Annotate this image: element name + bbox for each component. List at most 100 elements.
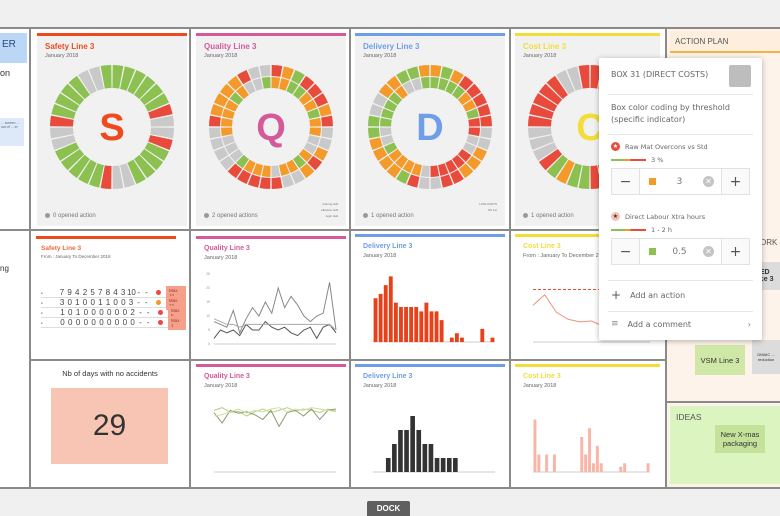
day-segment[interactable] [321,115,333,127]
day-segment[interactable] [590,165,602,189]
day-segment[interactable] [386,163,402,179]
day-segment[interactable] [466,155,482,171]
series-line[interactable] [213,408,337,428]
bar[interactable] [422,444,428,472]
chart-card[interactable]: Delivery Line 3 January 2018 [355,364,505,484]
bar[interactable] [454,333,459,342]
day-segment[interactable] [259,65,271,77]
day-segment[interactable] [214,147,229,161]
bar[interactable] [595,445,599,472]
day-segment[interactable] [279,163,290,176]
day-segment[interactable] [373,147,388,161]
day-segment[interactable] [462,99,476,112]
day-segment[interactable] [214,93,229,107]
day-segment[interactable] [100,65,112,89]
sticky-vsm[interactable]: VSM Line 3 [695,345,745,375]
day-segment[interactable] [225,142,239,155]
day-segment[interactable] [120,66,136,91]
day-segment[interactable] [112,165,124,189]
day-segment[interactable] [307,83,323,99]
bar[interactable] [388,276,393,342]
day-segment[interactable] [590,65,602,89]
day-segment[interactable] [373,93,388,107]
day-segment[interactable] [50,115,74,127]
opened-actions[interactable]: 0 opened action [45,213,96,219]
day-segment[interactable] [281,66,295,80]
bar[interactable] [446,458,452,472]
day-segment[interactable] [578,165,590,189]
left-panel-note[interactable]: ... screen ... out of ... er [0,118,24,146]
bar[interactable] [434,311,439,342]
day-segment[interactable] [566,163,582,188]
day-segment[interactable] [438,163,449,176]
bar[interactable] [398,430,403,472]
day-segment[interactable] [378,155,394,171]
day-segment[interactable] [225,99,239,112]
day-segment[interactable] [318,137,332,151]
day-segment[interactable] [378,83,394,99]
dock-button[interactable]: DOCK [367,501,410,516]
day-segment[interactable] [291,169,305,184]
day-segment[interactable] [472,93,487,107]
day-segment[interactable] [411,78,422,91]
day-segment[interactable] [395,154,408,169]
day-segment[interactable] [299,75,315,91]
day-segment[interactable] [438,78,449,91]
day-segment[interactable] [384,99,398,112]
chart-card[interactable]: Cost Line 3 January 2018 [515,364,660,484]
day-segment[interactable] [457,92,472,105]
day-segment[interactable] [243,159,256,173]
day-segment[interactable] [303,142,317,155]
day-segment[interactable] [134,75,156,100]
day-segment[interactable] [445,81,458,95]
day-segment[interactable] [68,75,90,100]
day-segment[interactable] [368,127,380,139]
bar[interactable] [440,458,446,472]
value-input[interactable]: 3 [676,176,683,187]
day-segment[interactable] [148,103,173,119]
day-segment[interactable] [472,147,487,161]
day-segment[interactable] [252,163,263,176]
day-segment[interactable] [546,154,568,179]
series-line[interactable] [213,318,337,331]
day-segment[interactable] [318,103,332,117]
day-segment[interactable] [418,65,430,77]
day-segment[interactable] [533,142,558,161]
day-segment[interactable] [538,149,563,171]
opened-actions[interactable]: 2 opened actions [204,213,258,219]
day-segment[interactable] [291,70,305,85]
day-segment[interactable] [112,65,124,89]
bar[interactable] [392,444,397,472]
bar[interactable] [623,463,627,472]
day-segment[interactable] [55,142,80,161]
day-segment[interactable] [477,137,491,151]
day-segment[interactable] [546,75,568,100]
day-segment[interactable] [219,83,235,99]
series-line[interactable] [213,320,337,340]
bar[interactable] [619,466,623,472]
bar[interactable] [434,458,440,472]
bar[interactable] [537,454,541,473]
day-segment[interactable] [396,169,410,184]
day-segment[interactable] [88,163,104,188]
day-segment[interactable] [480,115,492,127]
day-segment[interactable] [293,154,306,169]
clear-icon[interactable]: ✕ [703,246,714,257]
bar[interactable] [428,444,434,472]
chart-card[interactable]: Quality Line 3 January 2018 [196,364,346,484]
day-segment[interactable] [418,177,430,189]
day-segment[interactable] [381,108,394,119]
day-segment[interactable] [210,137,224,151]
bar[interactable] [490,337,495,342]
day-segment[interactable] [452,154,465,169]
bar[interactable] [373,298,378,342]
day-segment[interactable] [380,127,392,137]
day-segment[interactable] [458,163,474,179]
day-segment[interactable] [286,81,299,95]
day-segment[interactable] [406,66,420,80]
bar[interactable] [453,458,458,472]
day-segment[interactable] [68,154,90,179]
bar[interactable] [429,311,434,342]
day-segment[interactable] [229,92,244,105]
day-segment[interactable] [219,155,235,171]
